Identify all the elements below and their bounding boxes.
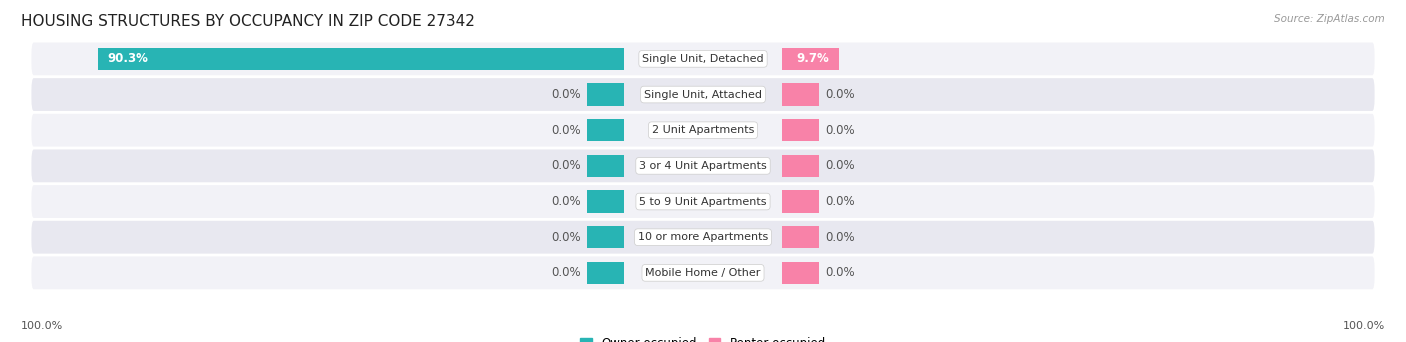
Text: 0.0%: 0.0% <box>825 159 855 172</box>
Text: 0.0%: 0.0% <box>551 266 581 279</box>
Text: 2 Unit Apartments: 2 Unit Apartments <box>652 125 754 135</box>
Text: 0.0%: 0.0% <box>825 124 855 137</box>
FancyBboxPatch shape <box>31 78 1375 111</box>
Bar <box>98 48 624 70</box>
Text: 0.0%: 0.0% <box>825 266 855 279</box>
Bar <box>782 48 839 70</box>
Legend: Owner-occupied, Renter-occupied: Owner-occupied, Renter-occupied <box>575 332 831 342</box>
Bar <box>782 190 818 213</box>
Text: 0.0%: 0.0% <box>551 231 581 244</box>
Text: 0.0%: 0.0% <box>825 231 855 244</box>
Bar <box>782 262 818 284</box>
Bar <box>588 226 624 248</box>
Bar <box>782 226 818 248</box>
Text: HOUSING STRUCTURES BY OCCUPANCY IN ZIP CODE 27342: HOUSING STRUCTURES BY OCCUPANCY IN ZIP C… <box>21 14 475 29</box>
Bar <box>782 119 818 141</box>
Bar <box>588 262 624 284</box>
Text: 0.0%: 0.0% <box>551 195 581 208</box>
Text: 0.0%: 0.0% <box>551 88 581 101</box>
Bar <box>588 119 624 141</box>
Text: Source: ZipAtlas.com: Source: ZipAtlas.com <box>1274 14 1385 24</box>
Text: Single Unit, Detached: Single Unit, Detached <box>643 54 763 64</box>
Text: Mobile Home / Other: Mobile Home / Other <box>645 268 761 278</box>
FancyBboxPatch shape <box>31 256 1375 289</box>
Text: 100.0%: 100.0% <box>1343 321 1385 331</box>
Text: 5 to 9 Unit Apartments: 5 to 9 Unit Apartments <box>640 197 766 207</box>
Bar <box>588 83 624 106</box>
Text: 90.3%: 90.3% <box>108 52 149 65</box>
FancyBboxPatch shape <box>31 149 1375 182</box>
FancyBboxPatch shape <box>31 221 1375 254</box>
FancyBboxPatch shape <box>31 114 1375 147</box>
Text: 10 or more Apartments: 10 or more Apartments <box>638 232 768 242</box>
Text: 3 or 4 Unit Apartments: 3 or 4 Unit Apartments <box>640 161 766 171</box>
Text: 0.0%: 0.0% <box>825 88 855 101</box>
Text: 100.0%: 100.0% <box>21 321 63 331</box>
Text: 9.7%: 9.7% <box>796 52 830 65</box>
Bar <box>782 83 818 106</box>
FancyBboxPatch shape <box>31 185 1375 218</box>
Bar <box>588 155 624 177</box>
Bar <box>782 155 818 177</box>
Text: 0.0%: 0.0% <box>551 159 581 172</box>
Text: 0.0%: 0.0% <box>551 124 581 137</box>
Text: 0.0%: 0.0% <box>825 195 855 208</box>
FancyBboxPatch shape <box>31 42 1375 75</box>
Text: Single Unit, Attached: Single Unit, Attached <box>644 90 762 100</box>
Bar <box>588 190 624 213</box>
